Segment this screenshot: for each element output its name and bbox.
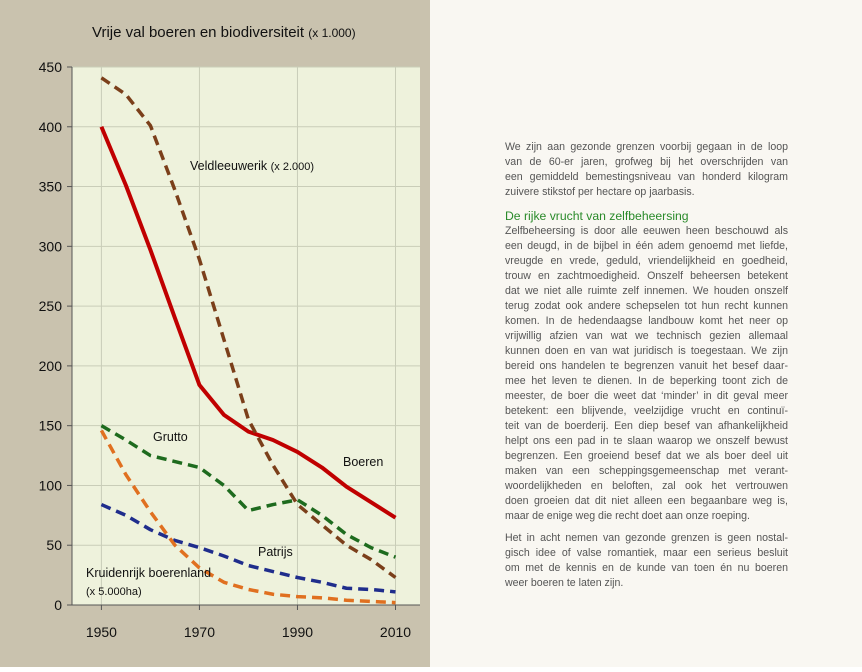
series-line — [100, 76, 397, 579]
text-line: een gemiddeld bemestingsniveau van honde… — [505, 171, 788, 183]
text-line: betekent: een blijvende, veelzijdige vru… — [505, 405, 788, 417]
text-line: meester, de boer die weet dat ‘minder’ i… — [505, 390, 788, 402]
series-name: Veldleeuwerik — [190, 159, 268, 173]
chart-title: Vrije val boeren en biodiversiteit (x 1.… — [92, 24, 356, 41]
series-note: (x 2.000) — [270, 161, 315, 173]
y-tick-label: 400 — [39, 119, 63, 135]
x-tick-label: 1970 — [184, 624, 215, 640]
series-line — [99, 126, 397, 520]
text-line: doen groeien dat dit niet alleen een beg… — [505, 495, 788, 507]
text-line: woordelijkheden en beloften, zal ook het… — [505, 480, 788, 492]
text-line: kunnen doen en van wat juridisch is toeg… — [505, 345, 788, 357]
text-line: een deugd, in de bijbel in één adem geno… — [505, 240, 788, 252]
paragraph: We zijn aan gezonde grenzen voorbij gega… — [505, 140, 788, 200]
series-name: Kruidenrijk boerenland — [86, 566, 212, 580]
series-line — [100, 424, 397, 559]
series-name: Boeren — [343, 455, 384, 469]
y-tick-label: 50 — [46, 537, 62, 553]
text-line: terug zodat ook andere schepselen tot hu… — [505, 300, 788, 312]
text-panel: We zijn aan gezonde grenzen voorbij gega… — [430, 0, 862, 667]
series-line — [99, 429, 396, 605]
text-line: trouw en zachtmoedigheid. Onszelf beheer… — [505, 270, 788, 282]
y-tick-label: 0 — [54, 597, 62, 613]
y-tick-label: 100 — [39, 477, 63, 493]
y-tick-label: 300 — [39, 238, 63, 254]
text-line: dat we niet alle ruimte zelf innemen. We… — [505, 285, 788, 297]
x-tick-label: 1990 — [282, 624, 313, 640]
series-label: Grutto — [153, 428, 188, 446]
text-line: mee het leven te dienen. In de beperking… — [505, 375, 788, 387]
text-line: van de 60-er jaren, grofweg bij het over… — [505, 156, 788, 168]
y-tick-label: 150 — [39, 418, 63, 434]
text-line: maar de enige weg die recht doet aan onz… — [505, 510, 751, 522]
plot-area — [72, 67, 420, 605]
series-name: Patrijs — [258, 545, 293, 559]
y-tick-label: 450 — [39, 59, 63, 75]
text-line: vreugde en vrede, geduld, vriendelijkhei… — [505, 255, 788, 267]
series-label: Patrijs — [258, 543, 293, 561]
text-line: teit van de boerderij. Een diep besef va… — [505, 420, 788, 432]
text-line: maken van een scheppingsgemeenschap met … — [505, 465, 788, 477]
x-tick-label: 2010 — [380, 624, 411, 640]
text-line: bereid ons handelen te begrenzen vanuit … — [505, 360, 788, 372]
text-line: Het in acht nemen van gezonde grenzen is… — [505, 532, 788, 544]
text-line: begrenzen. Een groeiend besef dat we als… — [505, 450, 788, 462]
title-text: Vrije val boeren en biodiversiteit — [92, 24, 305, 41]
text-line: om met de kennis en de kunde van toen én… — [505, 562, 788, 574]
y-tick-label: 200 — [39, 358, 63, 374]
article: We zijn aan gezonde grenzen voorbij gega… — [505, 140, 788, 598]
text-line: gisch idee of valse romantiek, maar een … — [505, 547, 788, 559]
paragraph: Zelfbeheersing is door alle eeuwen heen … — [505, 224, 788, 524]
text-line: zuivere stikstof per hectare op jaarbasi… — [505, 186, 695, 198]
series-label: Kruidenrijk boerenland (x 5.000ha) — [86, 564, 218, 601]
x-tick-label: 1950 — [86, 624, 117, 640]
chart: Vrije val boeren en biodiversiteit (x 1.… — [39, 24, 420, 640]
series-note: (x 5.000ha) — [86, 586, 142, 598]
text-line: helpt ons een pad in te slaan waarop we … — [505, 435, 788, 447]
paragraph: Het in acht nemen van gezonde grenzen is… — [505, 531, 788, 591]
text-line: vrijwillig afzien van wat we technisch g… — [505, 330, 788, 342]
title-note: (x 1.000) — [308, 26, 355, 40]
series-line — [100, 502, 396, 594]
series-name: Grutto — [153, 430, 188, 444]
text-line: We zijn aan gezonde grenzen voorbij gega… — [505, 141, 788, 153]
y-tick-label: 250 — [39, 298, 63, 314]
text-line: weer boeren te laten zijn. — [505, 577, 624, 589]
series-label: Boeren — [343, 453, 383, 471]
y-tick-label: 350 — [39, 179, 63, 195]
section-heading: De rijke vrucht van zelfbeheersing — [505, 209, 689, 223]
text-line: komen. In de hedendaagse landbouw komt h… — [505, 315, 788, 327]
text-line: Zelfbeheersing is door alle eeuwen heen … — [505, 225, 788, 237]
chart-panel: Vrije val boeren en biodiversiteit (x 1.… — [0, 0, 430, 667]
series-label: Veldleeuwerik (x 2.000) — [190, 157, 322, 176]
